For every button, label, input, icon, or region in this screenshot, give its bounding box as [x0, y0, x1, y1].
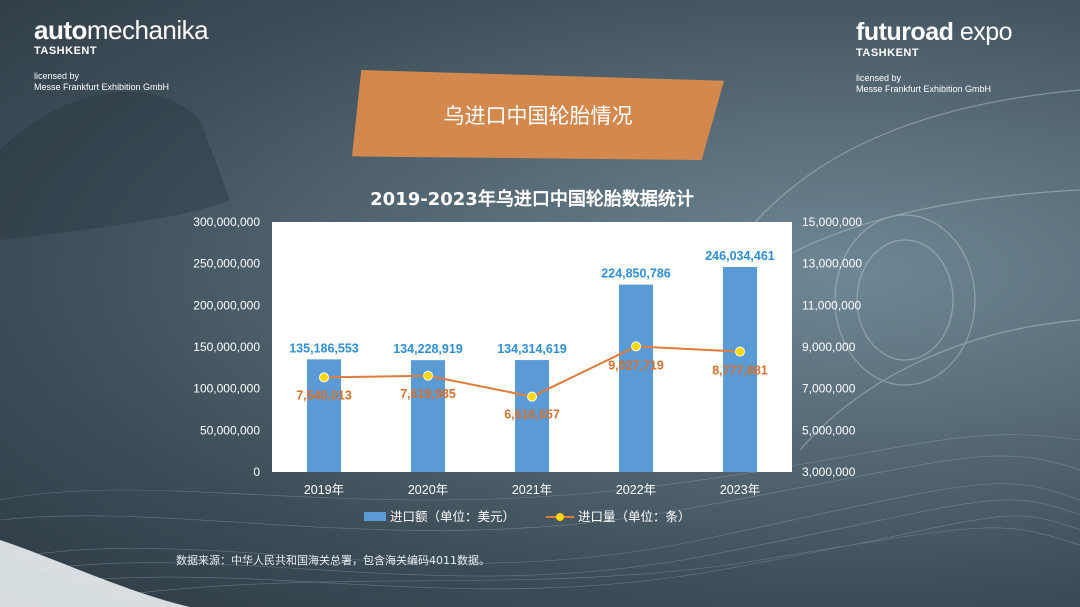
right-axis-tick-label: 15,000,000 — [802, 215, 862, 229]
bar — [619, 284, 653, 472]
line-point — [527, 391, 537, 402]
title-banner — [352, 70, 724, 160]
chart-title: 2019-2023年乌进口中国轮胎数据统计 — [370, 189, 694, 210]
x-axis-tick-label: 2021年 — [512, 483, 552, 497]
legend-bar-label: 进口额（单位：美元） — [390, 509, 515, 524]
x-axis-tick-label: 2022年 — [616, 483, 656, 497]
right-axis-tick-label: 11,000,000 — [802, 298, 861, 312]
line-value-label: 7,619,985 — [400, 387, 456, 401]
bar-value-label: 224,850,786 — [601, 267, 671, 281]
right-axis-tick-label: 9,000,000 — [802, 340, 856, 354]
line-point — [631, 341, 641, 352]
left-axis-tick-label: 150,000,000 — [193, 340, 260, 354]
right-axis-tick-label: 3,000,000 — [802, 465, 856, 479]
line-value-label: 9,027,719 — [608, 358, 664, 372]
legend-line-label: 进口量（单位：条） — [578, 509, 691, 524]
line-value-label: 8,777,881 — [712, 364, 768, 378]
left-axis-tick-label: 200,000,000 — [193, 298, 260, 312]
futuroad-expo-logo: futuroad expo TASHKENT licensed by Messe … — [856, 18, 1013, 94]
legend-bar-swatch — [364, 512, 386, 521]
banner-title: 乌进口中国轮胎情况 — [443, 104, 633, 128]
right-axis-tick-label: 13,000,000 — [802, 257, 862, 271]
bar-value-label: 134,314,619 — [497, 342, 567, 356]
line-point — [735, 346, 745, 357]
source-note: 数据来源：中华人民共和国海关总署，包含海关编码4011数据。 — [176, 554, 490, 567]
line-value-label: 6,616,657 — [504, 408, 560, 422]
x-axis-tick-label: 2023年 — [720, 483, 760, 497]
legend-line-marker — [556, 513, 564, 521]
bar-value-label: 246,034,461 — [705, 249, 775, 263]
left-axis-tick-label: 250,000,000 — [193, 257, 260, 271]
left-axis-tick-label: 50,000,000 — [200, 423, 260, 437]
bar-value-label: 134,228,919 — [393, 342, 463, 356]
bar — [723, 266, 757, 472]
automechanika-logo: automechanika TASHKENT licensed by Messe … — [34, 15, 209, 92]
x-axis-tick-label: 2020年 — [408, 483, 448, 497]
line-point — [319, 372, 329, 383]
line-point — [423, 370, 433, 381]
right-axis-tick-label: 7,000,000 — [802, 382, 856, 396]
x-axis-tick-label: 2019年 — [304, 483, 344, 497]
left-axis-tick-label: 0 — [253, 465, 260, 479]
left-axis-tick-label: 100,000,000 — [193, 382, 260, 396]
bar-value-label: 135,186,553 — [289, 341, 359, 355]
line-value-label: 7,540,013 — [296, 388, 352, 402]
left-axis-tick-label: 300,000,000 — [193, 215, 260, 229]
bar — [515, 360, 549, 472]
right-axis-tick-label: 5,000,000 — [802, 423, 856, 437]
